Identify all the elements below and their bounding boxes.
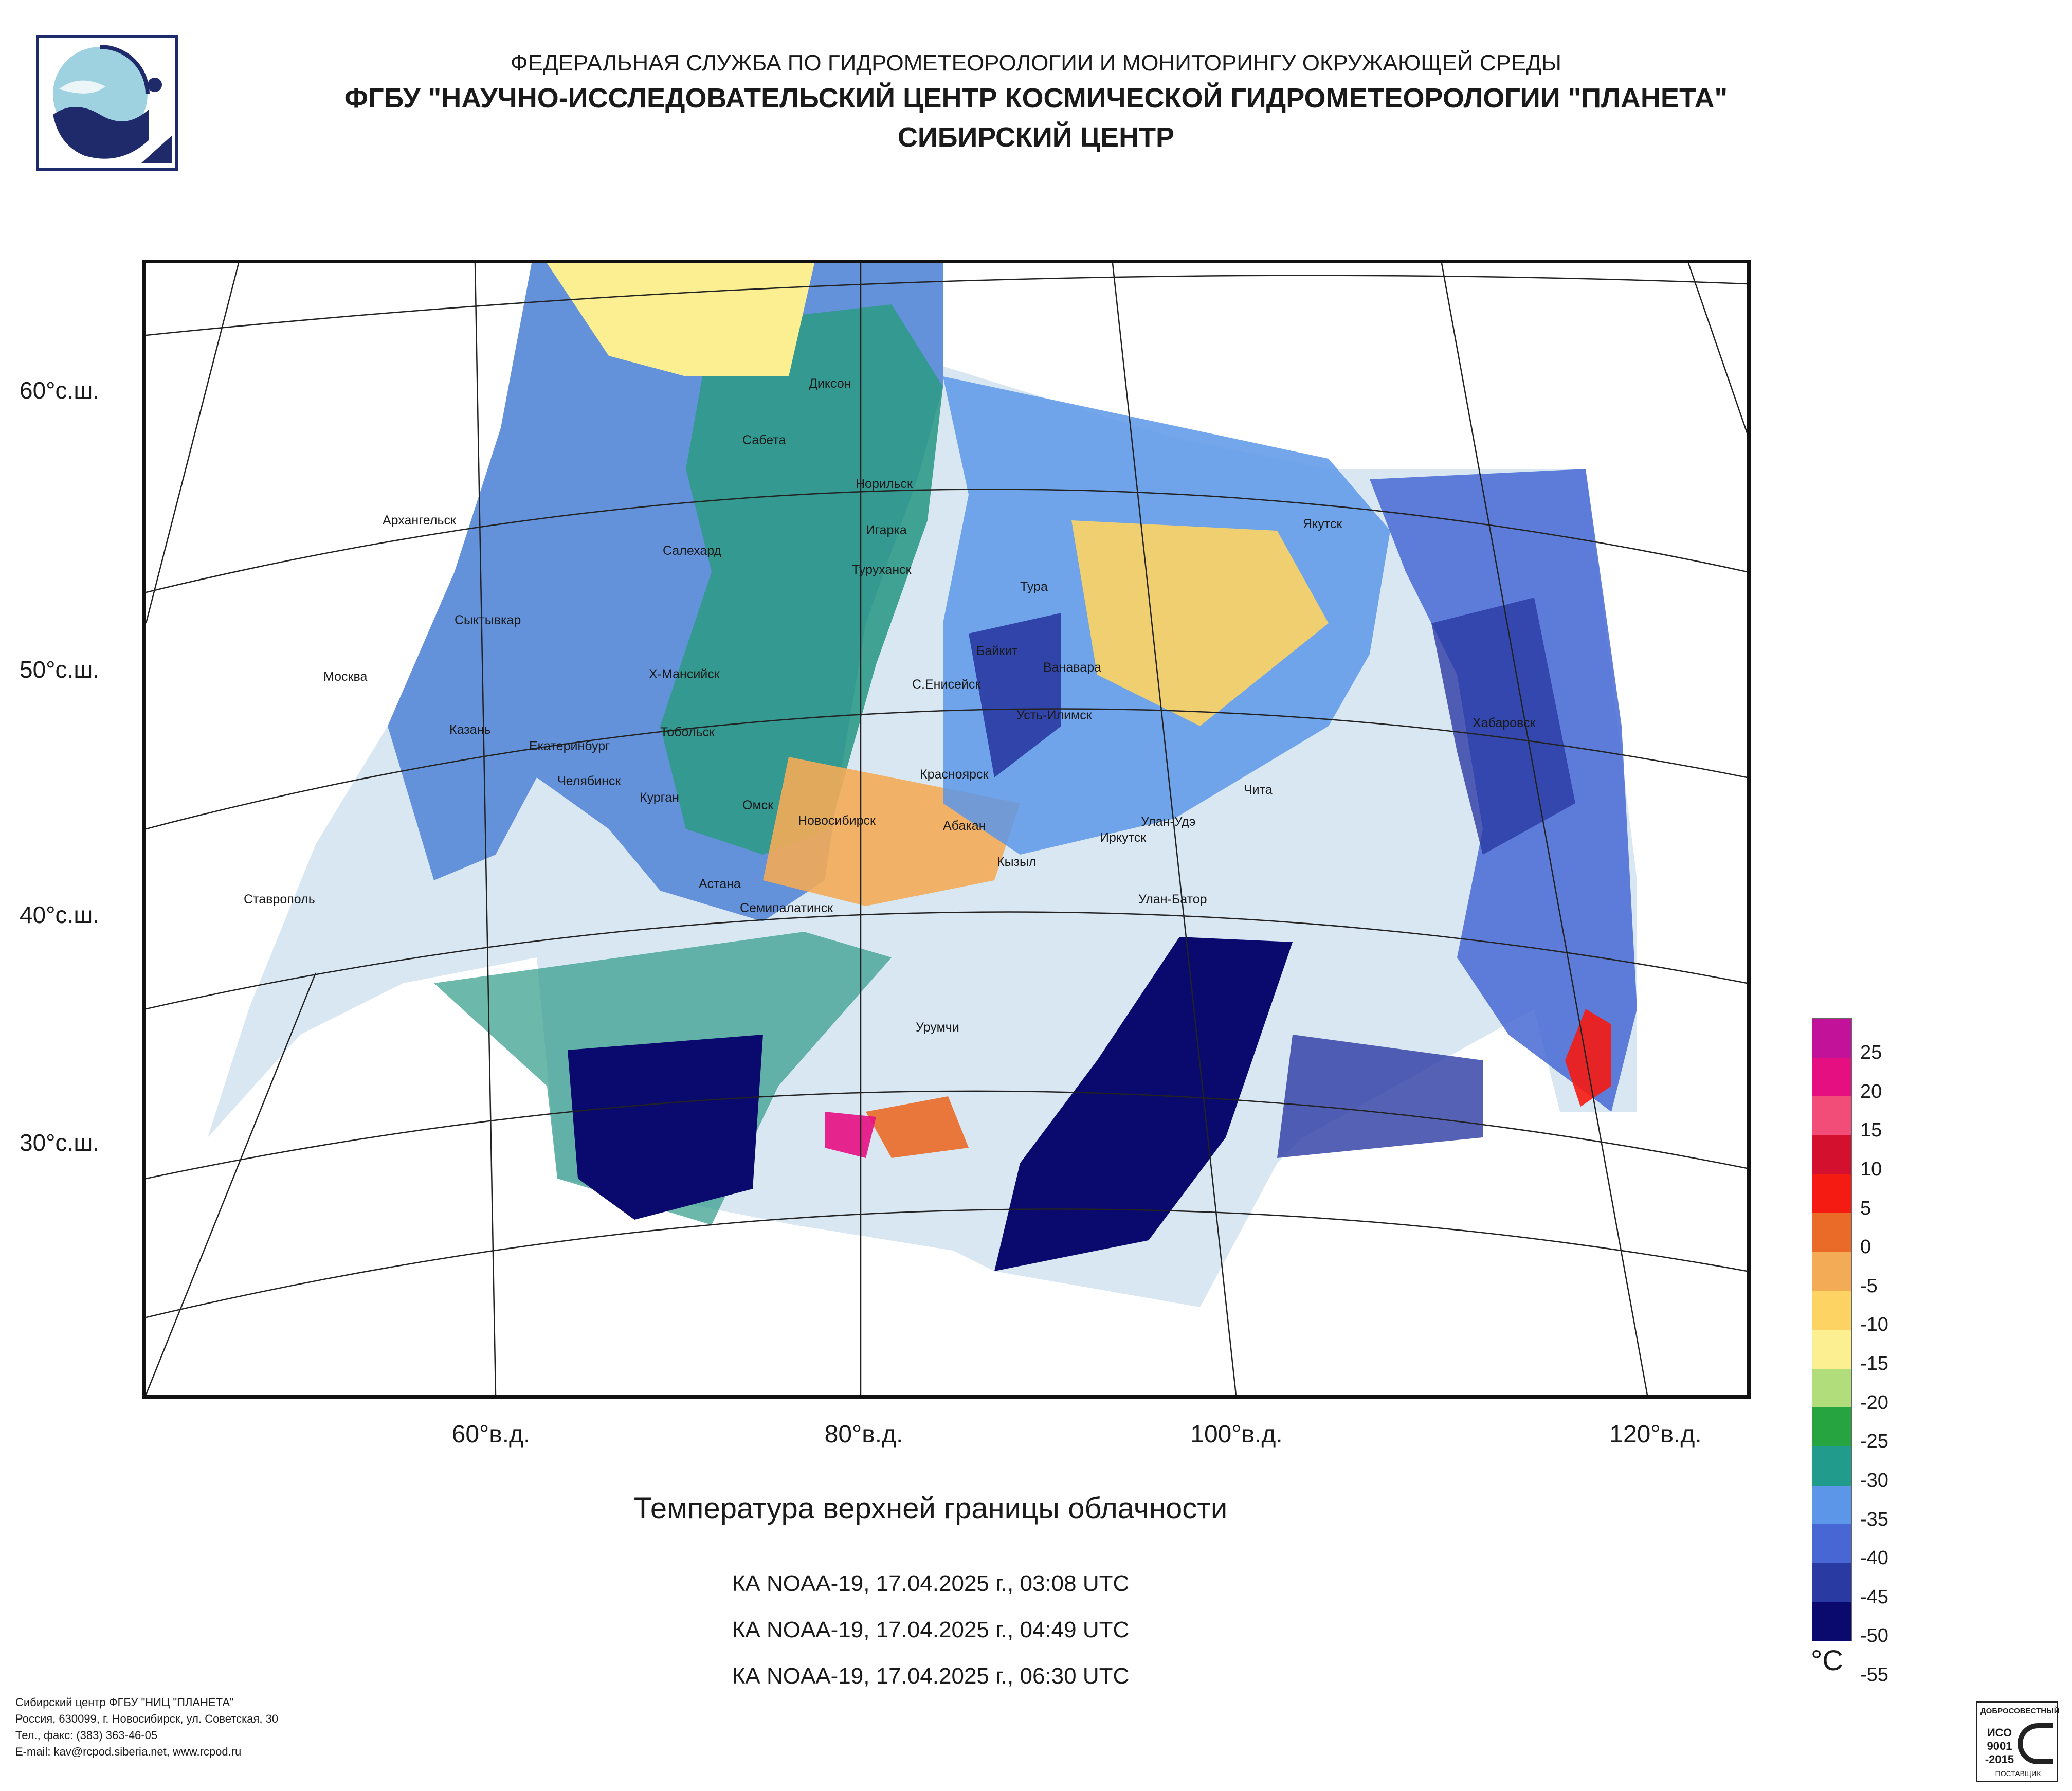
color-scale-step (1812, 1407, 1851, 1447)
agency-title: ФЕДЕРАЛЬНАЯ СЛУЖБА ПО ГИДРОМЕТЕОРОЛОГИИ … (511, 50, 1561, 76)
org-line: Сибирский центр ФГБУ "НИЦ "ПЛАНЕТА" (15, 1696, 234, 1709)
color-scale-tick: -15 (1860, 1353, 1888, 1374)
color-scale-step (1812, 1019, 1851, 1058)
color-scale-tick: -55 (1860, 1664, 1888, 1686)
lon-label: 100°в.д. (1190, 1421, 1283, 1448)
color-scale-step (1812, 1096, 1851, 1136)
city-label: Игарка (866, 523, 907, 537)
city-label: Сыктывкар (455, 613, 521, 627)
city-label: Архангельск (383, 513, 456, 528)
org-line: E-mail: kav@rcpod.siberia.net, www.rcpod… (15, 1745, 242, 1758)
center-title: СИБИРСКИЙ ЦЕНТР (897, 122, 1175, 153)
city-label: Чита (1244, 783, 1273, 797)
city-label: Астана (699, 877, 741, 891)
map-title: Температура верхней границы облачности (633, 1492, 1228, 1525)
cert-main-text: ИСО 9001 -2015 (1985, 1726, 2014, 1766)
color-scale-step (1812, 1602, 1851, 1641)
color-scale-tick: -10 (1860, 1314, 1888, 1336)
color-scale-tick: -35 (1860, 1508, 1888, 1530)
color-scale-step (1812, 1252, 1851, 1291)
cert-top-text: ДОБРОСОВЕСТНЫЙ (1980, 1707, 2060, 1715)
color-scale-step (1812, 1446, 1851, 1486)
org-line: Тел., факс: (383) 363-46-05 (15, 1729, 158, 1742)
city-label: Улан-Батор (1138, 892, 1207, 907)
lat-label: 50°с.ш. (20, 656, 100, 683)
lat-label: 30°с.ш. (20, 1129, 100, 1156)
city-label: Хабаровск (1473, 716, 1536, 730)
color-scale-tick: 15 (1860, 1119, 1882, 1142)
city-label: Красноярск (920, 767, 989, 782)
color-scale-step (1812, 1057, 1851, 1097)
color-scale-step (1812, 1368, 1851, 1408)
city-label: Ванавара (1043, 660, 1102, 675)
color-scale-step (1812, 1174, 1851, 1214)
lon-label: 120°в.д. (1609, 1421, 1702, 1448)
city-label: Салехард (663, 544, 722, 558)
cert-c-icon (2018, 1723, 2053, 1764)
city-label: Новосибирск (798, 813, 876, 828)
city-label: Туруханск (852, 563, 912, 577)
city-label: Абакан (943, 819, 986, 833)
color-scale-tick: -20 (1860, 1391, 1888, 1414)
city-label: Челябинск (557, 774, 621, 788)
institute-title: ФГБУ "НАУЧНО-ИССЛЕДОВАТЕЛЬСКИЙ ЦЕНТР КОС… (344, 83, 1728, 114)
city-label: Диксон (809, 376, 851, 391)
color-scale-step (1812, 1330, 1851, 1369)
city-label: Улан-Удэ (1141, 815, 1196, 829)
city-label: Семипалатинск (740, 901, 833, 915)
cert-bottom-text: ПОСТАВЩИК (1995, 1769, 2041, 1778)
city-label: Байкит (976, 644, 1018, 658)
color-scale-tick: 5 (1860, 1197, 1871, 1219)
color-scale-step (1812, 1213, 1851, 1253)
color-scale-step (1812, 1291, 1851, 1330)
planeta-logo-icon (36, 35, 178, 171)
city-label: Омск (742, 798, 774, 812)
cloud-top-temperature-map (146, 263, 1747, 1395)
color-scale-tick: -40 (1860, 1547, 1888, 1569)
color-scale-tick: -5 (1860, 1275, 1878, 1297)
cloud-imagery (208, 263, 1637, 1307)
city-label: Сабета (742, 433, 786, 447)
color-scale-step (1812, 1135, 1851, 1174)
org-line: Россия, 630099, г. Новосибирск, ул. Сове… (15, 1712, 279, 1725)
color-scale-tick: -25 (1860, 1431, 1888, 1453)
color-scale-step (1812, 1524, 1851, 1564)
color-scale-tick: 25 (1860, 1042, 1882, 1063)
city-label: Урумчи (916, 1020, 959, 1035)
unit-label: °C (1811, 1644, 1843, 1676)
satellite-pass: КА NOAA-19, 17.04.2025 г., 04:49 UTC (732, 1617, 1130, 1642)
city-label: Москва (323, 670, 368, 684)
city-label: Курган (640, 790, 679, 805)
satellite-pass: КА NOAA-19, 17.04.2025 г., 06:30 UTC (732, 1663, 1130, 1689)
graticule (146, 263, 1747, 1395)
color-scale-tick: -30 (1860, 1469, 1888, 1491)
city-label: Х-Мансийск (649, 667, 720, 681)
color-scale-bar (1812, 1018, 1852, 1641)
lat-label: 40°с.ш. (20, 901, 100, 928)
lon-label: 60°в.д. (451, 1421, 531, 1448)
color-scale-tick: -50 (1860, 1625, 1888, 1647)
color-scale-tick: 0 (1860, 1236, 1871, 1258)
iso-certificate-badge: ДОБРОСОВЕСТНЫЙ ИСО 9001 -2015 ПОСТАВЩИК (1976, 1701, 2060, 1782)
satellite-map: Диксон Сабета Норильск Игарка Туруханск … (142, 260, 1751, 1399)
city-label: Ставрополь (244, 892, 315, 907)
city-label: Иркутск (1100, 830, 1147, 845)
city-label: Кызыл (997, 855, 1037, 869)
city-label: Норильск (856, 477, 913, 491)
color-scale-step (1812, 1563, 1851, 1602)
city-label: С.Енисейск (912, 677, 981, 692)
color-scale-tick: -45 (1860, 1586, 1888, 1608)
city-label: Екатеринбург (529, 739, 610, 753)
color-scale-tick: 20 (1860, 1080, 1882, 1102)
city-label: Якутск (1303, 517, 1342, 531)
color-scale-step (1812, 1485, 1851, 1525)
lon-label: 80°в.д. (824, 1421, 903, 1448)
lat-label: 60°с.ш. (20, 377, 100, 404)
city-label: Усть-Илимск (1016, 708, 1092, 722)
satellite-pass: КА NOAA-19, 17.04.2025 г., 03:08 UTC (732, 1571, 1130, 1596)
city-label: Казань (449, 722, 491, 737)
city-label: Тобольск (660, 725, 715, 739)
color-scale-tick: 10 (1860, 1158, 1882, 1180)
city-label: Тура (1020, 580, 1048, 594)
